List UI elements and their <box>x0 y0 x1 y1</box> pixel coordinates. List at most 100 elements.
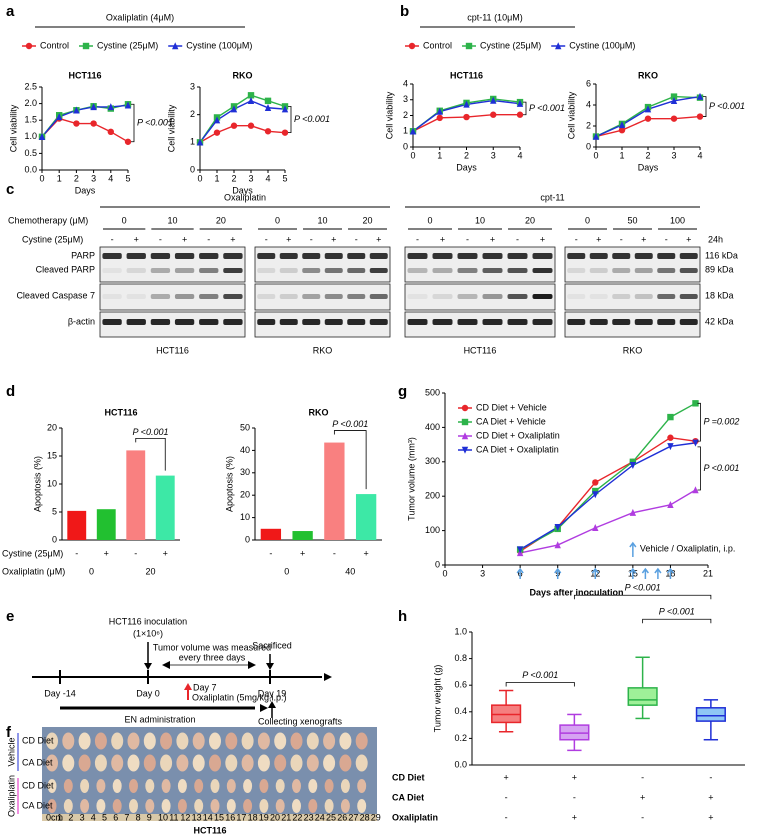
y-tick-label: 300 <box>425 456 440 466</box>
tumor <box>226 779 236 793</box>
tumor <box>176 732 189 750</box>
band <box>634 294 653 299</box>
y-tick-label: 1.5 <box>24 115 37 125</box>
annotation: P <0.001 <box>137 117 173 127</box>
chart-title: RKO <box>638 70 658 80</box>
marker <box>592 487 599 495</box>
cystine-sign: + <box>286 234 291 244</box>
chart-title: HCT116 <box>104 407 137 417</box>
timeline-text: Day 0 <box>136 688 160 698</box>
series-line <box>519 442 696 551</box>
row-value: + <box>572 772 577 782</box>
tumor <box>177 779 187 793</box>
x-tick-label: 0 <box>410 150 415 160</box>
tumor <box>62 732 75 750</box>
tumor <box>210 799 220 813</box>
band <box>102 253 122 259</box>
annotation: P <0.001 <box>133 427 169 437</box>
cystine-sign: - <box>575 234 578 244</box>
row-label: CD Diet <box>392 772 425 782</box>
blot-frame <box>404 246 556 283</box>
band <box>102 319 122 325</box>
bracket <box>573 594 712 600</box>
band <box>679 268 698 273</box>
band <box>482 253 503 259</box>
band <box>369 268 388 273</box>
blot-frame <box>404 283 556 311</box>
chart-title: RKO <box>309 407 329 417</box>
ruler-label: 14 <box>203 812 213 822</box>
row-value: + <box>503 772 508 782</box>
annotation: P <0.001 <box>703 463 739 473</box>
marker <box>490 96 497 104</box>
band <box>279 253 298 259</box>
band <box>302 253 321 259</box>
cystine-sign: - <box>516 234 519 244</box>
group-label: Oxaliplatin <box>6 775 16 817</box>
bar <box>324 442 345 540</box>
legend-label: CD Diet + Oxaliplatin <box>476 430 560 440</box>
band <box>432 294 453 299</box>
marker <box>247 122 255 129</box>
band <box>223 268 243 273</box>
bar <box>96 509 116 540</box>
row-value: 0 <box>89 566 94 576</box>
row-value: - <box>134 548 137 558</box>
bracket <box>288 105 292 134</box>
marker <box>592 132 600 140</box>
blot-frame <box>254 311 391 338</box>
band <box>174 253 195 259</box>
y-tick-label: 200 <box>425 491 440 501</box>
marker <box>90 120 97 127</box>
x-axis-label: Days <box>232 185 253 195</box>
band <box>257 294 276 299</box>
x-tick-label: 2 <box>464 150 469 160</box>
marker <box>667 434 674 441</box>
band <box>174 319 195 325</box>
tumor <box>176 754 189 772</box>
tumor <box>209 754 221 772</box>
marker <box>592 479 599 486</box>
row-value: - <box>75 548 78 558</box>
series-line <box>199 100 286 143</box>
y-tick-label: 10 <box>240 512 250 522</box>
dose-label: 10 <box>317 215 327 225</box>
band <box>657 268 676 273</box>
series-line <box>519 489 696 554</box>
arrow-head <box>268 701 276 708</box>
row-value: - <box>641 772 644 782</box>
row-value: 40 <box>345 566 355 576</box>
tumor <box>94 754 107 772</box>
tumor <box>308 799 318 813</box>
band <box>199 253 219 259</box>
tumor <box>127 732 140 750</box>
timeline-text: EN administration <box>124 714 195 724</box>
cystine-sign: + <box>182 234 187 244</box>
blot-row-label: PARP <box>71 250 95 260</box>
cell-line-label: HCT116 <box>464 345 497 355</box>
bracket <box>333 430 367 490</box>
ruler <box>42 814 377 821</box>
legend-label: Cystine (100μM) <box>186 40 252 50</box>
x-tick-label: 2 <box>645 150 650 160</box>
cell-line-label: RKO <box>313 345 333 355</box>
dose-label: 20 <box>362 215 372 225</box>
cystine-sign: + <box>490 234 495 244</box>
tumor <box>145 799 155 813</box>
band <box>324 319 343 325</box>
marker <box>73 106 80 114</box>
annotation: P <0.001 <box>332 419 368 429</box>
annotation: P <0.001 <box>522 670 558 680</box>
timeline-text: Collecting xenografts <box>258 716 343 726</box>
band <box>223 319 243 325</box>
y-tick-label: 0.6 <box>454 680 467 690</box>
band <box>199 319 219 325</box>
y-tick-label: 1.0 <box>24 131 37 141</box>
annotation: P <0.001 <box>659 607 695 617</box>
timeline-text: Sacrificed <box>252 640 292 650</box>
y-tick-label: 1.0 <box>454 626 467 636</box>
tumor <box>194 779 204 793</box>
bracket <box>131 103 135 143</box>
y-axis-label: Tumor volume (mm³) <box>406 437 416 521</box>
